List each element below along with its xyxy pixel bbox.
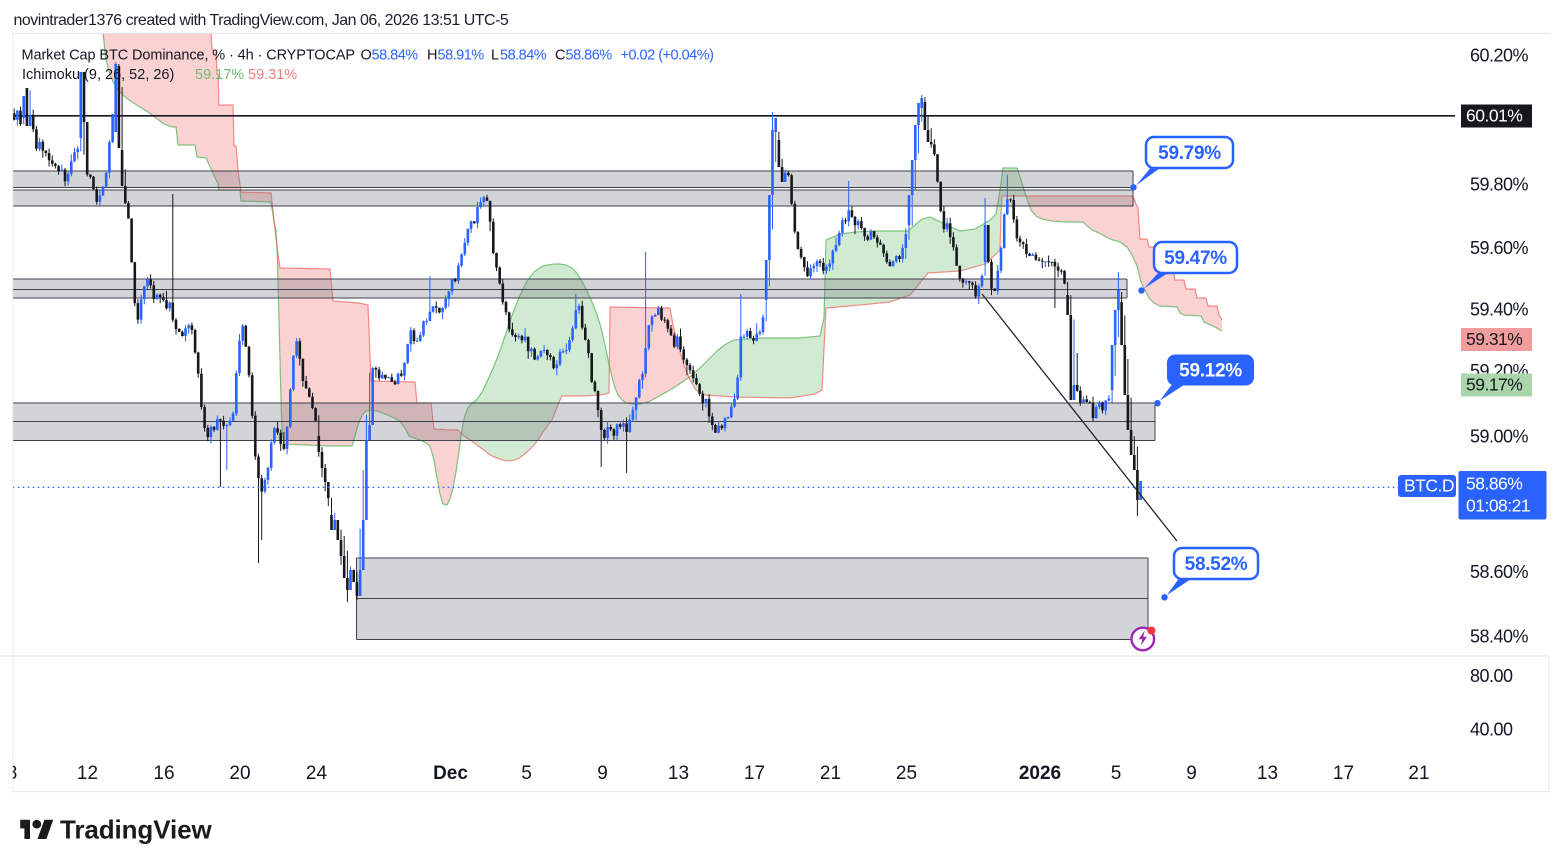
svg-text:13: 13 bbox=[668, 763, 689, 784]
svg-text:L: L bbox=[491, 48, 499, 64]
svg-text:58.91%: 58.91% bbox=[438, 48, 485, 64]
svg-text:Ichimoku (9, 26, 52, 26): Ichimoku (9, 26, 52, 26) bbox=[22, 67, 174, 83]
svg-text:59.80%: 59.80% bbox=[1470, 175, 1529, 195]
svg-text:25: 25 bbox=[896, 763, 917, 784]
svg-text:59.79%: 59.79% bbox=[1158, 143, 1221, 164]
svg-text:17: 17 bbox=[1333, 763, 1354, 784]
svg-text:58.40%: 58.40% bbox=[1470, 627, 1529, 647]
svg-text:20: 20 bbox=[229, 763, 250, 784]
svg-text:59.12%: 59.12% bbox=[1179, 361, 1242, 382]
svg-text:59.60%: 59.60% bbox=[1470, 238, 1529, 258]
svg-text:60.01%: 60.01% bbox=[1466, 106, 1522, 126]
svg-text:C: C bbox=[555, 48, 565, 64]
svg-text:58.86%: 58.86% bbox=[566, 48, 613, 64]
svg-text:58.84%: 58.84% bbox=[372, 48, 419, 64]
svg-text:TradingView: TradingView bbox=[60, 815, 212, 845]
svg-text:O: O bbox=[361, 48, 372, 64]
svg-text:Market Cap BTC Dominance, % ·: Market Cap BTC Dominance, % · 4h · CRYPT… bbox=[22, 48, 356, 64]
svg-text:novintrader1376 created with T: novintrader1376 created with TradingView… bbox=[14, 12, 509, 29]
svg-text:59.31%: 59.31% bbox=[1466, 329, 1522, 349]
svg-text:H: H bbox=[427, 48, 437, 64]
svg-text:58.84%: 58.84% bbox=[500, 48, 547, 64]
svg-text:59.17%: 59.17% bbox=[195, 67, 244, 83]
svg-text:59.17%: 59.17% bbox=[1466, 375, 1522, 395]
svg-text:5: 5 bbox=[521, 763, 532, 784]
svg-text:59.00%: 59.00% bbox=[1470, 427, 1529, 447]
svg-text:BTC.D: BTC.D bbox=[1404, 476, 1454, 496]
svg-text:+0.02 (+0.04%): +0.02 (+0.04%) bbox=[621, 48, 714, 64]
svg-text:2026: 2026 bbox=[1019, 763, 1061, 784]
svg-text:58.52%: 58.52% bbox=[1185, 554, 1248, 575]
svg-text:5: 5 bbox=[1111, 763, 1122, 784]
svg-text:17: 17 bbox=[744, 763, 765, 784]
svg-text:9: 9 bbox=[597, 763, 608, 784]
svg-text:60.20%: 60.20% bbox=[1470, 46, 1529, 66]
svg-text:01:08:21: 01:08:21 bbox=[1466, 496, 1530, 516]
svg-text:58.60%: 58.60% bbox=[1470, 562, 1529, 582]
svg-text:21: 21 bbox=[820, 763, 841, 784]
svg-text:59.31%: 59.31% bbox=[248, 67, 297, 83]
svg-text:24: 24 bbox=[306, 763, 328, 784]
svg-text:Dec: Dec bbox=[433, 763, 468, 784]
svg-text:13: 13 bbox=[1257, 763, 1278, 784]
svg-text:40.00: 40.00 bbox=[1470, 720, 1513, 740]
svg-text:16: 16 bbox=[153, 763, 174, 784]
svg-text:12: 12 bbox=[77, 763, 98, 784]
svg-text:59.47%: 59.47% bbox=[1164, 248, 1227, 269]
svg-text:21: 21 bbox=[1408, 763, 1429, 784]
svg-text:9: 9 bbox=[1186, 763, 1197, 784]
svg-text:80.00: 80.00 bbox=[1470, 666, 1513, 686]
svg-text:59.40%: 59.40% bbox=[1470, 300, 1529, 320]
svg-text:58.86%: 58.86% bbox=[1466, 474, 1522, 494]
